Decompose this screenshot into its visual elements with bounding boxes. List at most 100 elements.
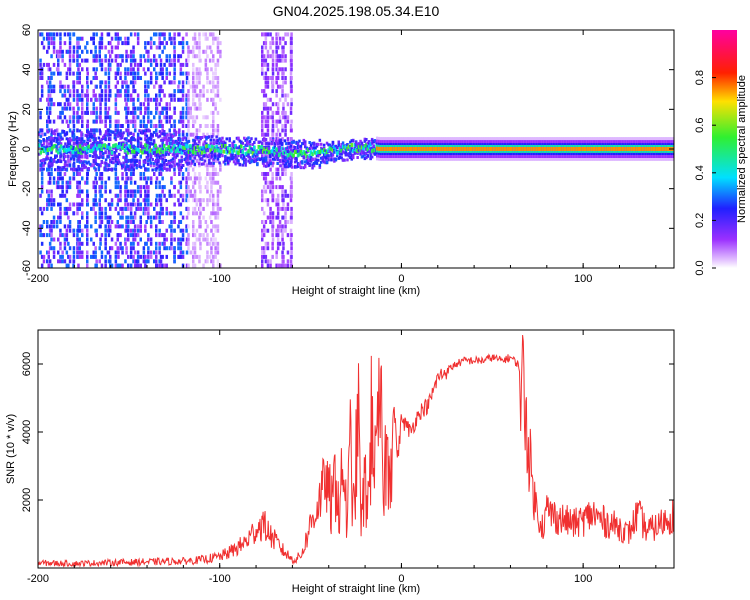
heatmap-cell (155, 110, 158, 115)
heatmap-cell (165, 54, 168, 59)
heatmap-cell (189, 176, 192, 181)
heatmap-cell (142, 250, 146, 255)
heatmap-cell (72, 161, 76, 165)
heatmap-cell (50, 193, 53, 198)
heatmap-cell (269, 167, 272, 172)
heatmap-cell (284, 97, 287, 102)
heatmap-cell (193, 263, 197, 268)
heatmap-cell (46, 202, 49, 207)
heatmap-cell (261, 206, 264, 211)
heatmap-cell (262, 176, 266, 181)
heatmap-cell (282, 202, 285, 207)
heatmap-cell (158, 84, 161, 89)
heatmap-cell (77, 165, 80, 168)
heatmap-cell (145, 241, 148, 246)
heatmap-cell (129, 215, 133, 220)
heatmap-cell (430, 147, 433, 151)
heatmap-cell (158, 36, 161, 41)
heatmap-cell (304, 142, 307, 146)
heatmap-cell (532, 147, 535, 151)
heatmap-cell (181, 80, 185, 85)
heatmap-cell (192, 67, 195, 72)
heatmap-cell (125, 128, 128, 133)
heatmap-cell (136, 41, 140, 46)
heatmap-cell (185, 268, 188, 272)
heatmap-cell (181, 124, 185, 128)
heatmap-cell (373, 152, 377, 156)
heatmap-cell (114, 176, 118, 181)
heatmap-cell (202, 206, 205, 211)
heatmap-cell (93, 134, 96, 138)
heatmap-cell (126, 167, 130, 171)
heatmap-cell (86, 228, 89, 233)
heatmap-cell (100, 211, 104, 216)
heatmap-cell (155, 102, 158, 107)
heatmap-cell (97, 168, 101, 172)
heatmap-cell (161, 158, 164, 163)
heatmap-cell (119, 189, 122, 194)
heatmap-cell (110, 49, 114, 54)
heatmap-cell (173, 141, 176, 145)
heatmap-cell (282, 215, 285, 220)
heatmap-cell (142, 131, 146, 135)
heatmap-cell (350, 147, 353, 151)
heatmap-cell (45, 150, 48, 155)
heatmap-cell (448, 147, 451, 151)
heatmap-cell (86, 202, 89, 207)
heatmap-cell (193, 193, 197, 198)
heatmap-cell (160, 167, 163, 171)
heatmap-cell (241, 157, 244, 161)
heatmap-cell (106, 215, 110, 220)
heatmap-cell (284, 124, 287, 128)
heatmap-cell (212, 110, 215, 115)
heatmap-cell (327, 158, 330, 162)
heatmap-cell (161, 211, 164, 216)
heatmap-cell (48, 67, 52, 72)
heatmap-cell (138, 149, 141, 153)
heatmap-cell (360, 143, 364, 147)
heatmap-cell (149, 220, 153, 224)
heatmap-cell (107, 220, 111, 224)
heatmap-cell (52, 137, 55, 141)
heatmap-cell (216, 132, 220, 137)
heatmap-cell (317, 150, 320, 155)
heatmap-cell (271, 62, 275, 67)
heatmap-cell (289, 164, 292, 168)
heatmap-cell (133, 58, 137, 63)
heatmap-cell (282, 241, 285, 246)
heatmap-cell (76, 54, 79, 59)
heatmap-cell (54, 156, 57, 159)
heatmap-cell (100, 206, 104, 211)
heatmap-cell (148, 129, 151, 133)
heatmap-cell (189, 189, 192, 194)
heatmap-cell (322, 160, 326, 164)
heatmap-cell (132, 189, 135, 194)
heatmap-cell (145, 180, 148, 185)
heatmap-cell (219, 167, 222, 172)
heatmap-cell (290, 89, 293, 94)
heatmap-cell (165, 211, 168, 216)
heatmap-cell (269, 76, 272, 80)
heatmap-cell (195, 142, 198, 146)
heatmap-cell (40, 185, 44, 190)
heatmap-cell (124, 76, 127, 80)
heatmap-cell (554, 147, 557, 151)
heatmap-cell (51, 158, 54, 162)
heatmap-cell (278, 224, 282, 229)
heatmap-cell (96, 163, 99, 166)
heatmap-cell (86, 224, 89, 229)
heatmap-cell (144, 168, 147, 172)
heatmap-cell (78, 115, 81, 120)
heatmap-cell (120, 144, 124, 147)
heatmap-cell (195, 158, 199, 163)
heatmap-cell (208, 172, 212, 176)
heatmap-cell (237, 136, 240, 140)
heatmap-cell (243, 146, 246, 151)
heatmap-cell (72, 45, 76, 50)
heatmap-cell (219, 147, 223, 151)
heatmap-cell (327, 143, 330, 147)
heatmap-cell (282, 159, 285, 163)
heatmap-cell (305, 154, 308, 159)
heatmap-cell (199, 206, 202, 211)
heatmap-cell (279, 152, 282, 156)
